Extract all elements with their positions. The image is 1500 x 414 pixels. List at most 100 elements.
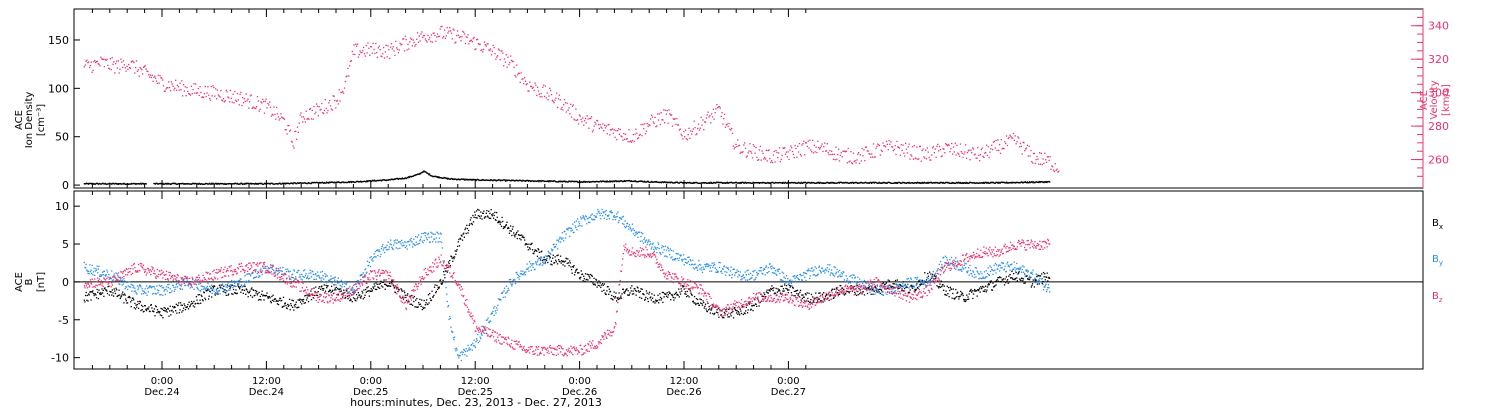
b-point xyxy=(101,274,102,275)
b-point xyxy=(413,243,414,244)
b-point xyxy=(406,245,407,246)
b-point xyxy=(752,310,753,311)
b-point xyxy=(903,281,904,282)
b-point xyxy=(412,305,413,306)
b-point xyxy=(169,310,170,311)
velocity-point xyxy=(335,107,336,108)
b-point xyxy=(345,281,346,282)
b-point xyxy=(505,226,506,227)
b-point xyxy=(420,306,421,307)
b-point xyxy=(832,289,833,290)
b-point xyxy=(939,286,940,287)
b-point xyxy=(607,286,608,287)
b-point xyxy=(270,301,271,302)
b-point xyxy=(473,345,474,346)
b-point xyxy=(162,309,163,310)
b-point xyxy=(372,260,373,261)
b-point xyxy=(698,303,699,304)
velocity-point xyxy=(467,34,468,35)
velocity-point xyxy=(554,100,555,101)
velocity-point xyxy=(619,134,620,135)
velocity-point xyxy=(635,129,636,130)
velocity-point xyxy=(239,104,240,105)
b-point xyxy=(507,290,508,291)
b-point xyxy=(501,217,502,218)
velocity-point xyxy=(452,38,453,39)
b-point xyxy=(431,233,432,234)
velocity-point xyxy=(441,26,442,27)
b-point xyxy=(90,299,91,300)
b-point xyxy=(777,288,778,289)
velocity-point xyxy=(815,151,816,152)
velocity-point xyxy=(1043,163,1044,164)
b-point xyxy=(967,299,968,300)
velocity-point xyxy=(1001,139,1002,140)
b-point xyxy=(204,298,205,299)
b-point xyxy=(517,274,518,275)
velocity-point xyxy=(1044,153,1045,154)
top-right-tick-label: 260 xyxy=(1428,154,1449,167)
b-point xyxy=(338,278,339,279)
b-point xyxy=(705,304,706,305)
b-point xyxy=(582,215,583,216)
b-point xyxy=(566,258,567,259)
b-point xyxy=(769,290,770,291)
b-point xyxy=(362,292,363,293)
b-point xyxy=(651,293,652,294)
b-point xyxy=(217,292,218,293)
b-point xyxy=(281,300,282,301)
velocity-point xyxy=(705,121,706,122)
b-point xyxy=(549,258,550,259)
velocity-point xyxy=(326,112,327,113)
b-point xyxy=(448,263,449,264)
velocity-point xyxy=(885,146,886,147)
b-point xyxy=(180,302,181,303)
velocity-point xyxy=(107,65,108,66)
velocity-point xyxy=(989,152,990,153)
velocity-point xyxy=(909,158,910,159)
b-point xyxy=(596,286,597,287)
velocity-point xyxy=(128,64,129,65)
b-point xyxy=(388,285,389,286)
b-point xyxy=(271,302,272,303)
b-point xyxy=(992,290,993,291)
b-point xyxy=(845,293,846,294)
b-point xyxy=(495,310,496,311)
b-point xyxy=(695,303,696,304)
velocity-point xyxy=(556,93,557,94)
velocity-point xyxy=(173,89,174,90)
top-right-tick-label: 340 xyxy=(1428,20,1449,33)
velocity-point xyxy=(672,126,673,127)
b-point xyxy=(308,278,309,279)
b-point xyxy=(101,288,102,289)
b-point xyxy=(308,273,309,274)
b-point xyxy=(558,254,559,255)
velocity-point xyxy=(761,160,762,161)
b-point xyxy=(474,212,475,213)
b-point xyxy=(674,294,675,295)
velocity-point xyxy=(543,84,544,85)
b-point xyxy=(432,241,433,242)
b-point xyxy=(384,252,385,253)
b-point xyxy=(357,297,358,298)
b-point xyxy=(377,284,378,285)
b-point xyxy=(168,308,169,309)
density-point xyxy=(429,173,430,174)
b-point xyxy=(924,272,925,273)
b-point xyxy=(254,295,255,296)
b-point xyxy=(513,279,514,280)
b-point xyxy=(573,266,574,267)
velocity-point xyxy=(971,152,972,153)
b-point xyxy=(935,278,936,279)
b-point xyxy=(107,277,108,278)
velocity-point xyxy=(326,108,327,109)
velocity-point xyxy=(523,83,524,84)
b-point xyxy=(283,305,284,306)
b-point xyxy=(582,217,583,218)
b-point xyxy=(417,236,418,237)
velocity-point xyxy=(390,47,391,48)
b-point xyxy=(947,286,948,287)
b-point xyxy=(346,284,347,285)
b-point xyxy=(590,215,591,216)
velocity-point xyxy=(361,52,362,53)
